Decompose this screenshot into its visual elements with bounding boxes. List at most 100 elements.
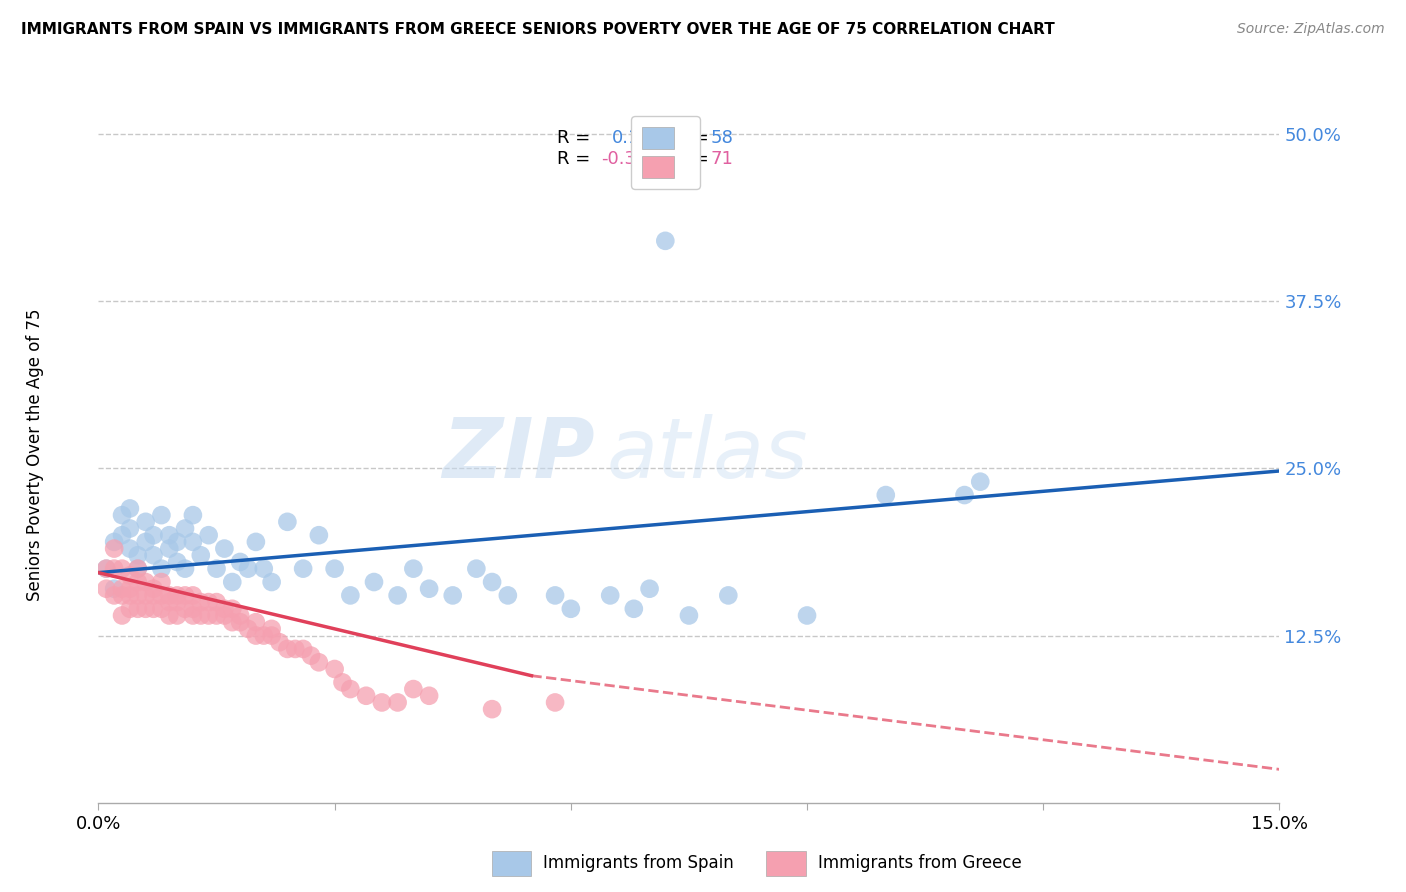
Point (245, 628, 267, 642)
Point (654, 234, 676, 248)
Point (323, 562, 346, 576)
Point (214, 602, 236, 616)
Point (205, 562, 228, 576)
Text: R =: R = (557, 150, 596, 169)
Point (544, 589, 567, 603)
Text: atlas: atlas (606, 415, 808, 495)
Point (269, 635, 291, 649)
Point (181, 608, 204, 623)
Point (190, 595, 212, 609)
Point (157, 595, 180, 609)
Point (157, 589, 180, 603)
Point (127, 548, 149, 563)
Point (197, 528, 219, 542)
Point (127, 562, 149, 576)
Point (276, 515, 298, 529)
Point (174, 589, 197, 603)
Point (181, 589, 204, 603)
Point (157, 528, 180, 542)
Point (166, 595, 188, 609)
Legend: , : , (631, 116, 700, 189)
Point (166, 535, 188, 549)
Point (96, 582, 118, 596)
Point (221, 575, 243, 590)
Point (371, 696, 394, 710)
Point (465, 562, 488, 576)
Point (560, 602, 582, 616)
Point (127, 589, 149, 603)
Text: Seniors Poverty Over the Age of 75: Seniors Poverty Over the Age of 75 (27, 309, 44, 601)
Point (402, 562, 425, 576)
Point (111, 608, 134, 623)
Point (260, 628, 283, 642)
Point (103, 535, 125, 549)
Text: N =: N = (664, 150, 714, 169)
Point (481, 702, 503, 716)
Point (142, 548, 165, 563)
Point (678, 608, 700, 623)
Text: ZIP: ZIP (441, 415, 595, 495)
Point (166, 589, 188, 603)
Point (221, 602, 243, 616)
Point (229, 555, 252, 569)
Point (229, 608, 252, 623)
Point (142, 582, 165, 596)
Point (103, 589, 125, 603)
Point (157, 608, 180, 623)
Text: 71: 71 (710, 150, 733, 169)
Point (157, 541, 180, 556)
Point (150, 602, 173, 616)
Point (142, 602, 165, 616)
Point (142, 528, 165, 542)
Point (354, 689, 377, 703)
Point (135, 575, 157, 590)
Point (308, 655, 330, 669)
Text: Immigrants from Greece: Immigrants from Greece (818, 855, 1022, 872)
Point (214, 608, 236, 623)
Point (236, 562, 259, 576)
Point (181, 602, 204, 616)
Point (339, 681, 361, 696)
Point (142, 589, 165, 603)
Point (323, 662, 346, 676)
Point (599, 589, 621, 603)
Point (418, 582, 440, 596)
Point (111, 589, 134, 603)
Point (496, 589, 519, 603)
Point (118, 589, 141, 603)
Point (190, 548, 212, 563)
Point (387, 589, 409, 603)
Point (229, 615, 252, 630)
Point (299, 648, 322, 663)
Point (150, 589, 173, 603)
Point (717, 589, 740, 603)
Point (190, 608, 212, 623)
Point (181, 535, 204, 549)
Point (260, 622, 283, 636)
Text: 0.199: 0.199 (612, 129, 664, 147)
Point (418, 689, 440, 703)
Text: Source: ZipAtlas.com: Source: ZipAtlas.com (1237, 22, 1385, 37)
Point (111, 582, 134, 596)
Point (118, 521, 141, 535)
Point (441, 589, 464, 603)
Point (135, 602, 157, 616)
Point (150, 575, 173, 590)
Point (623, 602, 645, 616)
Point (205, 595, 228, 609)
Point (127, 575, 149, 590)
Point (544, 696, 567, 710)
Text: -0.319: -0.319 (602, 150, 659, 169)
Point (118, 501, 141, 516)
Point (253, 562, 276, 576)
Text: N =: N = (664, 129, 714, 147)
Point (260, 575, 283, 590)
Point (135, 515, 157, 529)
Point (96, 562, 118, 576)
Point (181, 508, 204, 523)
Point (308, 528, 330, 542)
Point (118, 582, 141, 596)
Point (292, 642, 315, 657)
Point (197, 608, 219, 623)
Point (118, 541, 141, 556)
